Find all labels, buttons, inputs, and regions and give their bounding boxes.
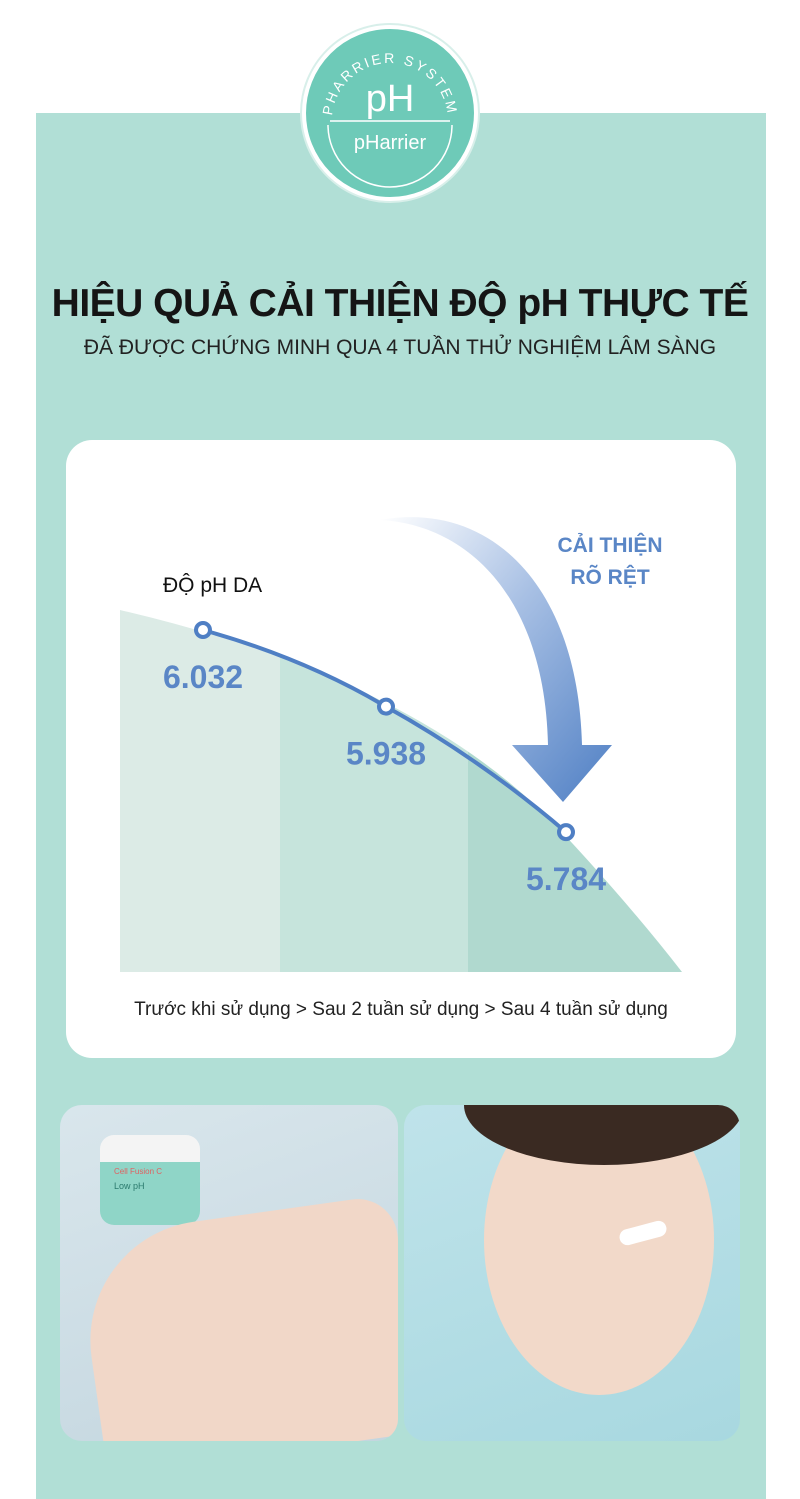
data-point xyxy=(557,823,575,842)
jar-label: Low pH xyxy=(114,1181,145,1191)
data-point xyxy=(377,697,395,716)
product-hand-photo: Cell Fusion C Low pH xyxy=(60,1105,398,1441)
data-label: 5.784 xyxy=(526,861,606,897)
hands xyxy=(74,1193,398,1441)
pharrier-badge-logo: PHARRIER SYSTEM pH pHarrier xyxy=(302,25,478,201)
column-before xyxy=(120,610,280,972)
data-point xyxy=(194,621,212,639)
svg-text:pHarrier: pHarrier xyxy=(354,132,427,154)
jar-brand: Cell Fusion C xyxy=(114,1167,163,1176)
data-label: 5.938 xyxy=(346,736,426,772)
svg-text:pH: pH xyxy=(366,78,415,120)
cream-jar: Cell Fusion C Low pH xyxy=(100,1135,200,1225)
page-title: HIỆU QUẢ CẢI THIỆN ĐỘ pH THỰC TẾ xyxy=(51,282,749,325)
y-axis-label: ĐỘ pH DA xyxy=(163,574,262,597)
annotation-line-2: RÕ RỆT xyxy=(570,565,650,589)
annotation-line-1: CẢI THIỆN xyxy=(558,533,663,557)
improvement-arrow xyxy=(380,517,612,802)
data-label: 6.032 xyxy=(163,659,243,695)
page-subtitle: ĐÃ ĐƯỢC CHỨNG MINH QUA 4 TUẦN THỬ NGHIỆM… xyxy=(83,336,717,359)
x-axis-label: Trước khi sử dụng > Sau 2 tuần sử dụng >… xyxy=(134,999,668,1020)
woman-face-photo xyxy=(404,1105,740,1441)
ph-chart: CẢI THIỆN RÕ RỆT ĐỘ pH DA 6.032 5.938 5.78… xyxy=(120,517,682,1020)
